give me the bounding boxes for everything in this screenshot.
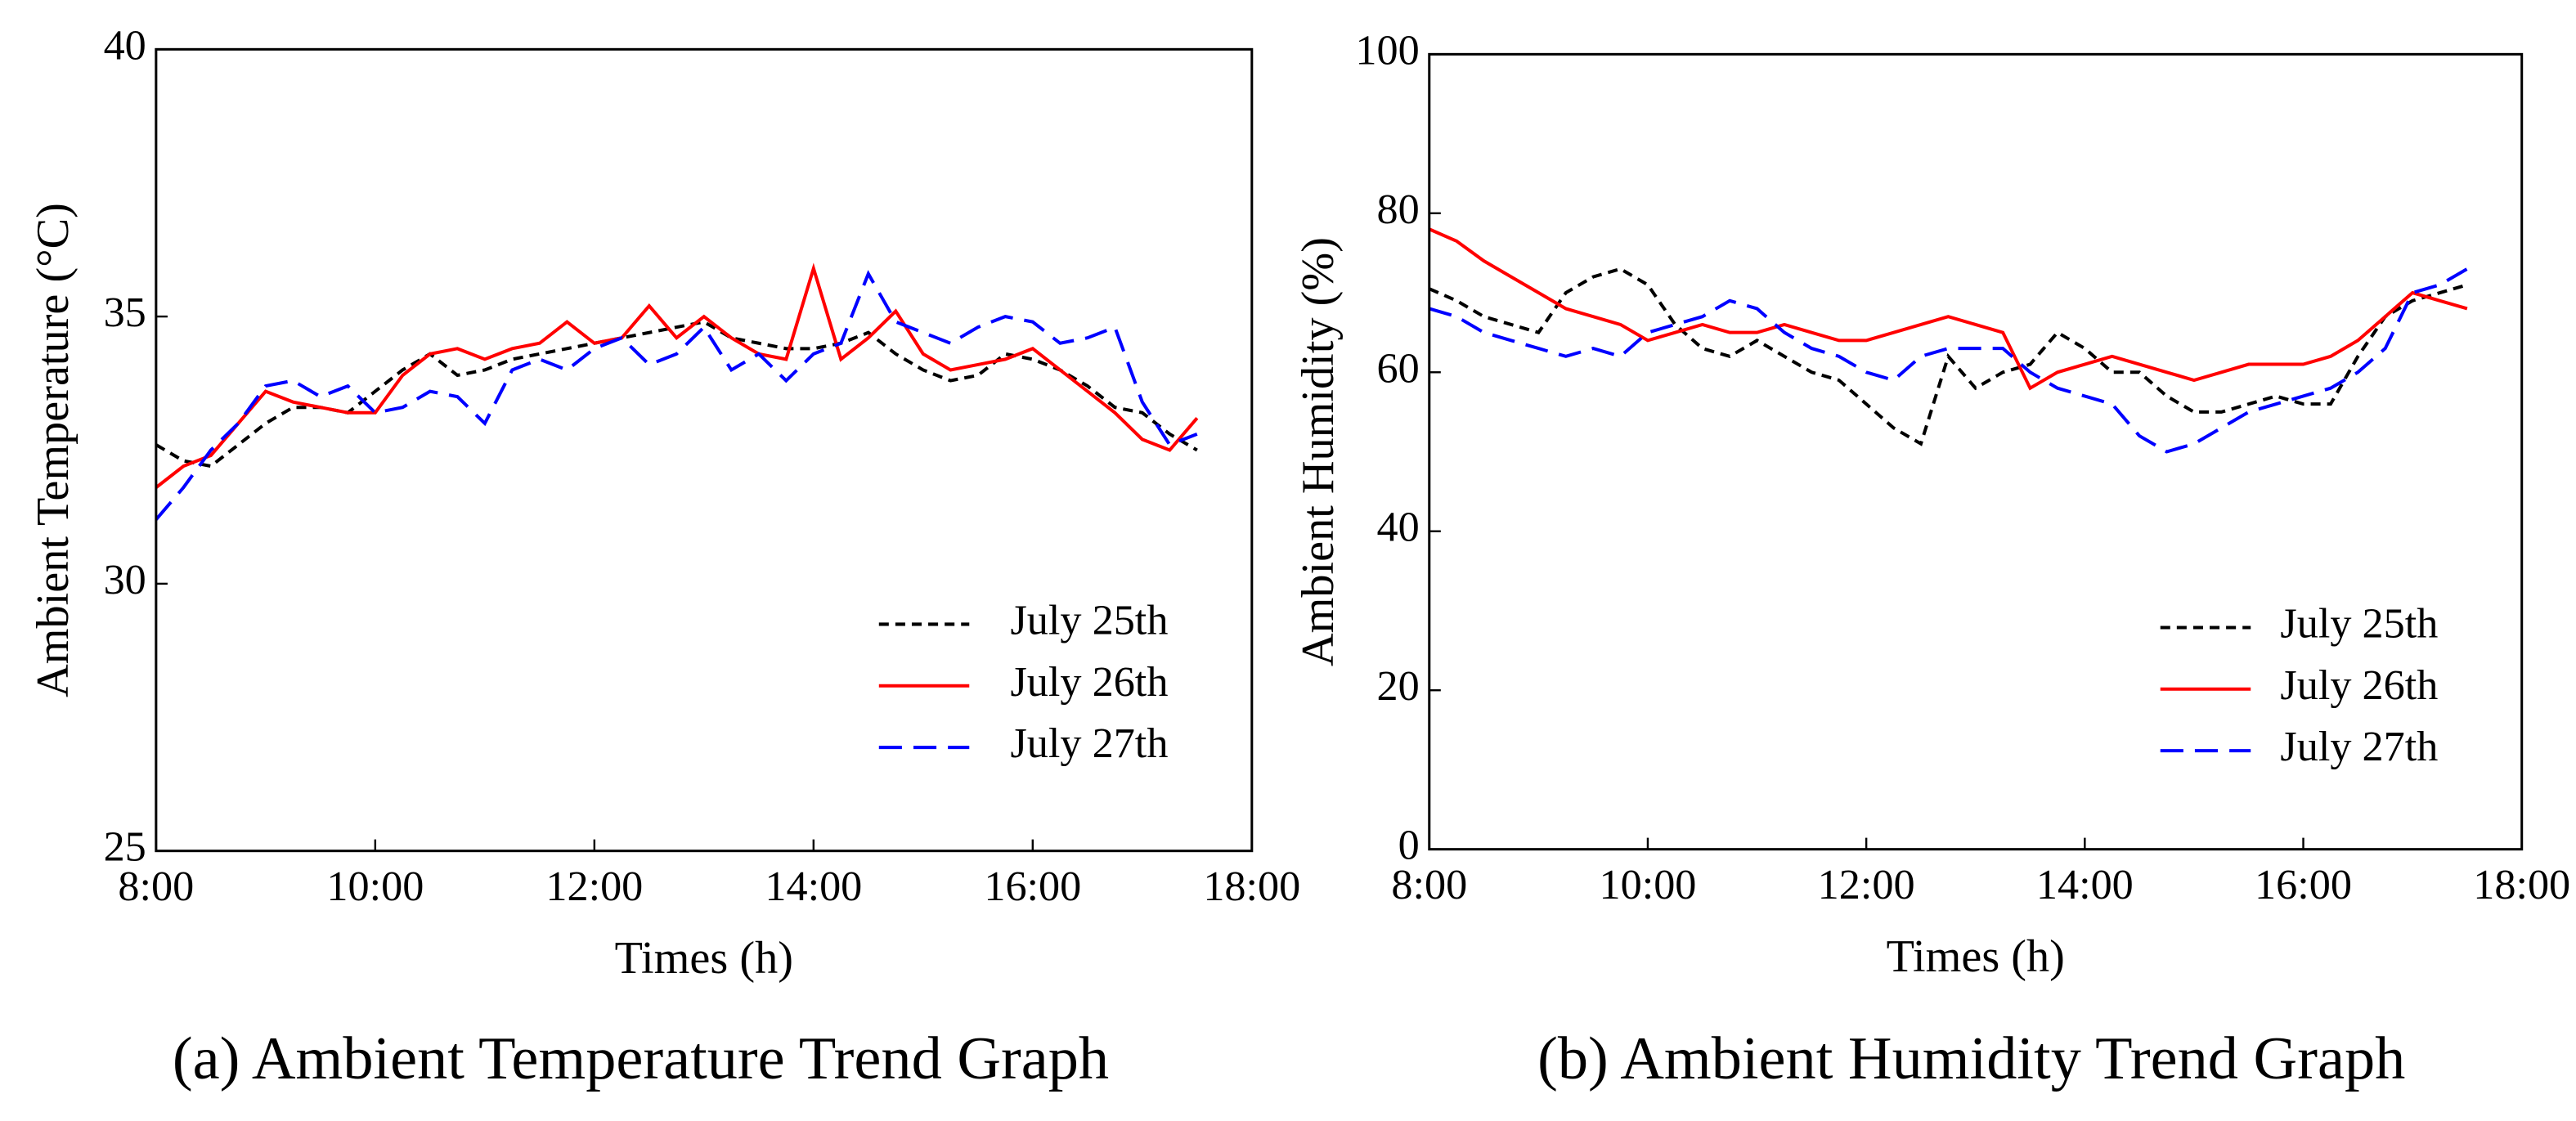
legend-label: July 26th (2280, 661, 2438, 709)
series-line (155, 262, 1199, 489)
series-line (1429, 267, 2468, 454)
x-tick-label: 12:00 (1818, 861, 1915, 908)
y-tick-label: 0 (1398, 822, 1420, 869)
x-tick-label: 18:00 (2473, 861, 2570, 908)
legend-label: July 26th (1010, 658, 1168, 706)
x-tick-label: 10:00 (1599, 861, 1696, 908)
series-line (1428, 227, 2468, 391)
y-tick-label: 60 (1376, 344, 1419, 392)
legend-label: July 25th (1010, 596, 1168, 643)
legend-label: July 27th (1010, 720, 1168, 767)
series-line (1428, 267, 2468, 446)
y-tick-label: 40 (104, 21, 146, 69)
x-tick-label: 14:00 (765, 863, 862, 910)
series-line (155, 270, 1198, 521)
x-tick-label: 16:00 (984, 863, 1081, 910)
x-tick-label: 18:00 (1203, 863, 1300, 910)
y-axis-label: Ambient Humidity (%) (1293, 237, 1344, 666)
plot-frame (1428, 52, 2524, 851)
caption: (a) Ambient Temperature Trend Graph (173, 1025, 1109, 1092)
y-tick-label: 80 (1376, 186, 1419, 233)
x-tick-label: 8:00 (1391, 861, 1467, 908)
y-axis-label: Ambient Temperature (°C) (28, 203, 79, 697)
x-tick-label: 8:00 (118, 863, 194, 910)
x-tick-label: 12:00 (545, 863, 643, 910)
y-tick-label: 40 (1376, 504, 1419, 551)
x-tick-label: 10:00 (326, 863, 424, 910)
y-tick-label: 100 (1355, 26, 1419, 74)
caption: (b) Ambient Humidity Trend Graph (1537, 1025, 2405, 1092)
x-tick-label: 14:00 (2036, 861, 2134, 908)
legend-label: July 27th (2280, 723, 2438, 770)
x-tick-label: 16:00 (2255, 861, 2352, 908)
series-line (155, 320, 1198, 469)
y-tick-label: 25 (104, 823, 146, 871)
x-axis-label: Times (h) (615, 933, 793, 984)
x-axis-label: Times (h) (1887, 931, 2065, 982)
y-tick-label: 20 (1376, 662, 1419, 710)
y-tick-label: 30 (104, 556, 146, 603)
plot-frame (155, 47, 1254, 853)
legend-label: July 25th (2280, 599, 2438, 647)
y-tick-label: 35 (104, 289, 146, 336)
